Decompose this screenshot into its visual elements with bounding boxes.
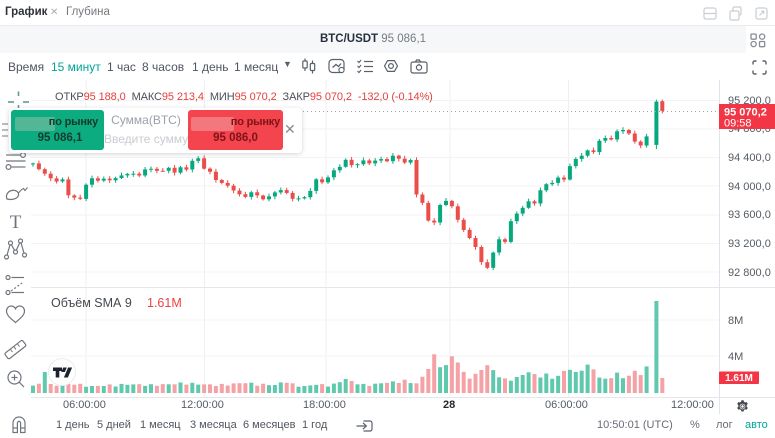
svg-text:4M: 4M	[728, 351, 743, 363]
svg-text:95 070,2: 95 070,2	[724, 107, 767, 119]
svg-text:94 000,0: 94 000,0	[728, 181, 771, 193]
svg-text:8M: 8M	[728, 315, 743, 327]
svg-text:93 200,0: 93 200,0	[728, 238, 771, 250]
svg-text:T: T	[10, 212, 22, 233]
svg-text:92 800,0: 92 800,0	[728, 267, 771, 279]
svg-text:1.61M: 1.61M	[725, 373, 753, 384]
svg-text:09:58: 09:58	[724, 118, 752, 130]
svg-text:94 400,0: 94 400,0	[728, 152, 771, 164]
svg-text:93 600,0: 93 600,0	[728, 209, 771, 221]
